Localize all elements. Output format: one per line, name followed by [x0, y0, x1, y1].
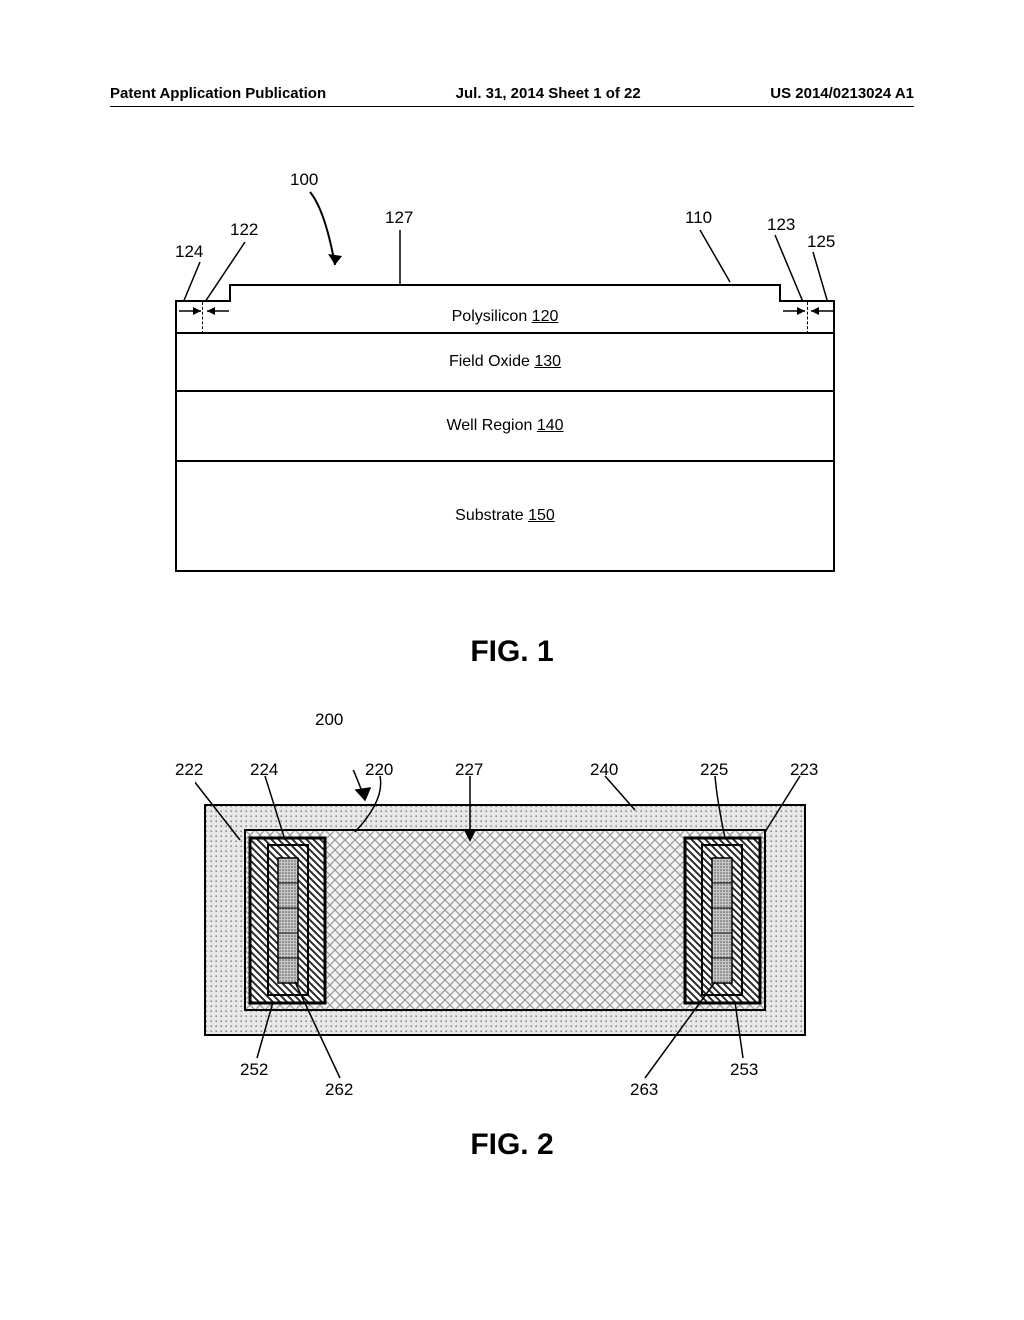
- label-262: 262: [325, 1080, 353, 1100]
- label-122: 122: [230, 220, 258, 240]
- fig1-lead-lines: [175, 170, 835, 300]
- label-263: 263: [630, 1080, 658, 1100]
- well-region-layer: Well Region 140: [175, 392, 835, 462]
- fig1-layer-stack: Polysilicon 120 Field Oxide 130 Well Reg…: [175, 300, 835, 572]
- label-224: 224: [250, 760, 278, 780]
- label-125: 125: [807, 232, 835, 252]
- label-253: 253: [730, 1060, 758, 1080]
- header-left: Patent Application Publication: [110, 85, 326, 102]
- label-124: 124: [175, 242, 203, 262]
- header-center: Jul. 31, 2014 Sheet 1 of 22: [456, 85, 641, 102]
- label-227: 227: [455, 760, 483, 780]
- fig1-title: FIG. 1: [0, 635, 1024, 669]
- label-225: 225: [700, 760, 728, 780]
- label-240: 240: [590, 760, 618, 780]
- ref-100: 100: [290, 170, 318, 190]
- fig2-diagram: [195, 770, 815, 1110]
- label-123: 123: [767, 215, 795, 235]
- label-127: 127: [385, 208, 413, 228]
- field-oxide-layer: Field Oxide 130: [175, 334, 835, 392]
- ref-200: 200: [315, 710, 343, 730]
- label-110: 110: [685, 208, 712, 228]
- label-223: 223: [790, 760, 818, 780]
- polysilicon-text: Polysilicon 120: [452, 308, 559, 326]
- header-right: US 2014/0213024 A1: [770, 85, 914, 102]
- label-252: 252: [240, 1060, 268, 1080]
- figure-2: 200 222 224 220 227 240 225 223 252 262 …: [195, 770, 815, 1170]
- label-222: 222: [175, 760, 203, 780]
- fig2-title: FIG. 2: [0, 1128, 1024, 1162]
- figure-1: 100 122 124 127 110 123 125: [175, 170, 835, 610]
- substrate-layer: Substrate 150: [175, 462, 835, 572]
- polysilicon-layer: Polysilicon 120: [175, 300, 835, 334]
- page-header: Patent Application Publication Jul. 31, …: [110, 85, 914, 107]
- top-plate-110: [229, 284, 781, 302]
- label-220: 220: [365, 760, 393, 780]
